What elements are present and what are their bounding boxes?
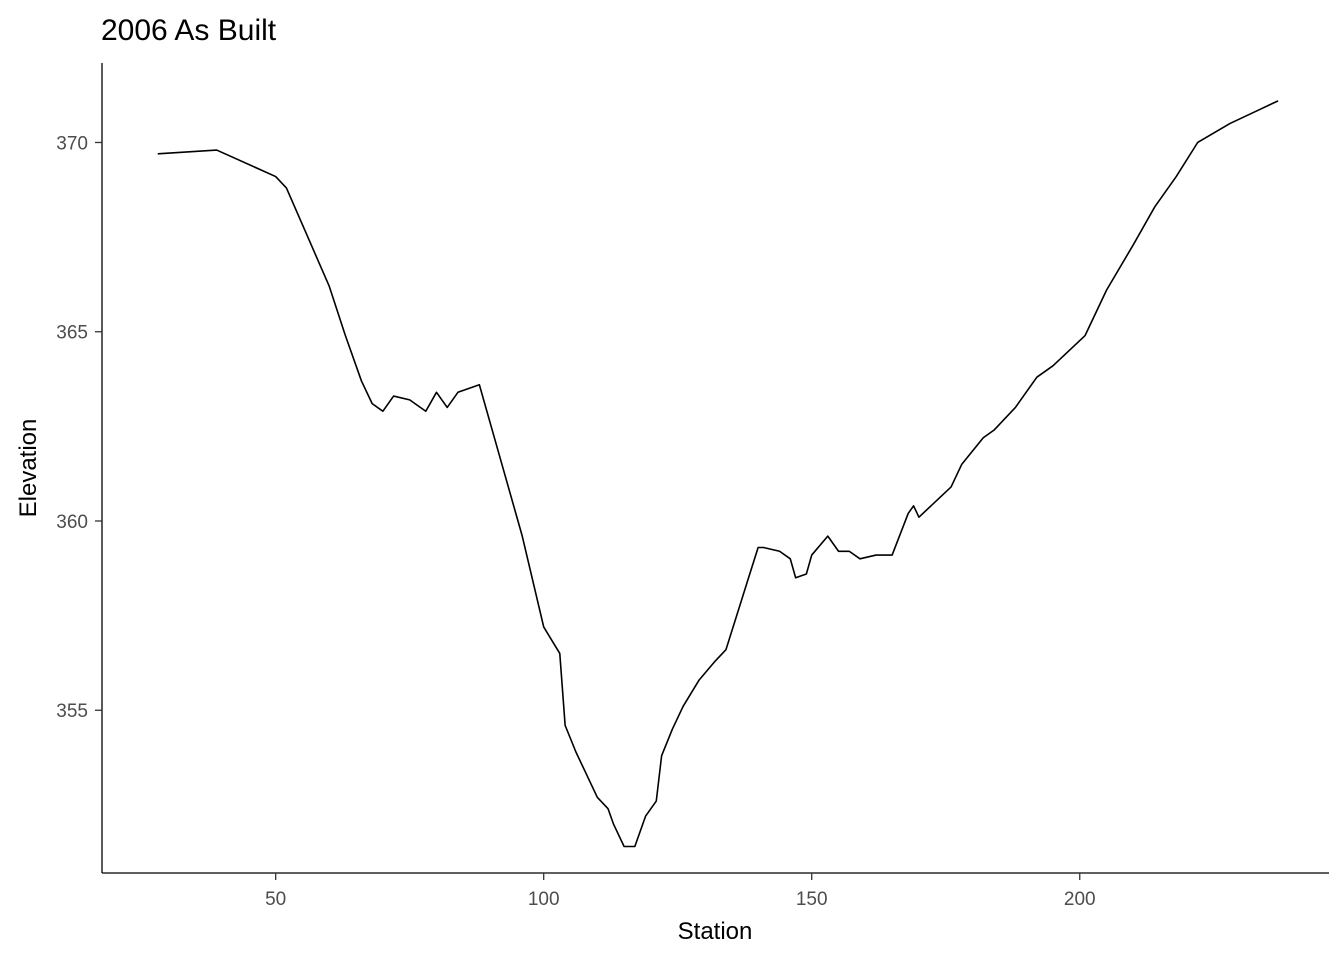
x-tick-label: 150 — [796, 889, 828, 910]
elevation-profile-line — [157, 100, 1279, 848]
x-tick-label: 200 — [1064, 889, 1096, 910]
x-axis-ticks: 50 100 150 200 — [265, 873, 1096, 910]
x-tick-label: 50 — [265, 889, 286, 910]
y-tick-label: 360 — [56, 512, 88, 533]
x-axis-label: Station — [678, 918, 753, 945]
chart-title: 2006 As Built — [101, 14, 277, 47]
x-tick-label: 100 — [528, 889, 560, 910]
y-axis-ticks: 355 360 365 370 — [56, 133, 102, 722]
y-tick-label: 365 — [56, 323, 88, 344]
y-axis-label: Elevation — [15, 419, 42, 518]
y-tick-label: 355 — [56, 701, 88, 722]
y-tick-label: 370 — [56, 133, 88, 154]
